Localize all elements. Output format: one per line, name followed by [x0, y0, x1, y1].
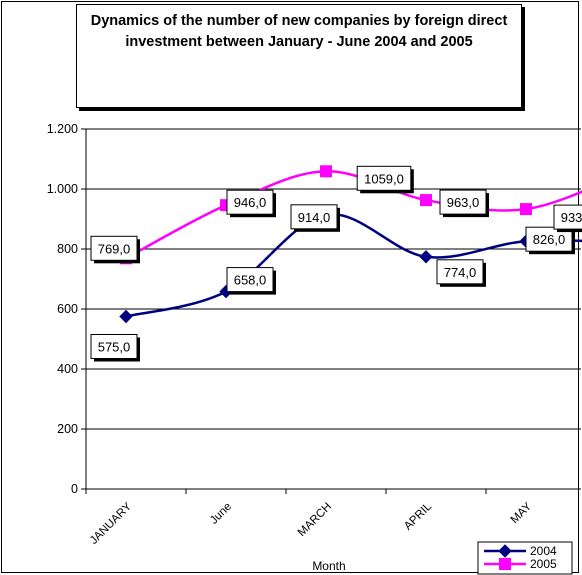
data-label-text: 774,0: [444, 265, 477, 280]
label-box: [90, 334, 138, 359]
legend-marker-2004: [498, 544, 512, 558]
legend-label-2005: 2005: [530, 557, 557, 571]
data-label-2004: 826,0: [525, 226, 575, 255]
data-label-text: 963,0: [447, 195, 480, 210]
data-label-text: 826,0: [533, 232, 566, 247]
data-label-text: 933,0: [561, 210, 582, 225]
data-label-text: 575,0: [98, 340, 131, 355]
label-box: [553, 204, 582, 230]
data-label-2004: 774,0: [436, 259, 486, 287]
label-box: [439, 189, 487, 215]
data-label-2005: 946,0: [226, 189, 276, 218]
data-label-text: 769,0: [98, 241, 131, 256]
data-label-text: 1059,0: [364, 171, 404, 186]
series-line-2005: [125, 170, 582, 260]
chart-title-box: Dynamics of the number of new companies …: [76, 4, 522, 108]
data-point-2005: [420, 194, 432, 207]
y-tick-label: 0: [71, 482, 78, 496]
x-tick-label: MARCH: [296, 501, 334, 539]
label-box: [436, 259, 484, 285]
label-box: [226, 189, 274, 215]
y-tick-label: 1.200: [47, 122, 78, 136]
legend-marker-2005: [499, 558, 511, 570]
y-tick-label: 1.000: [47, 182, 78, 196]
y-tick-label: 600: [57, 302, 78, 316]
x-tick-label: JANUARY: [88, 500, 135, 547]
data-point-2005: [320, 165, 332, 178]
label-box: [226, 267, 274, 293]
data-label-text: 914,0: [298, 210, 331, 225]
y-tick-label: 200: [57, 422, 78, 436]
x-tick-label: APRIL: [402, 500, 434, 532]
data-label-text: 658,0: [234, 273, 267, 288]
data-label-text: 946,0: [234, 195, 267, 210]
data-point-2004: [119, 309, 133, 324]
x-axis-title: Month: [312, 559, 345, 573]
data-point-2004: [419, 250, 433, 264]
data-label-2005: 1059,0: [356, 165, 414, 194]
legend-box: [477, 541, 573, 575]
y-tick-label: 400: [57, 362, 78, 376]
data-label-2005: 769,0: [90, 235, 140, 264]
label-box: [90, 235, 138, 261]
data-label-2004: 914,0: [290, 204, 340, 232]
data-label-2004: 575,0: [90, 334, 140, 362]
label-box: [356, 165, 412, 191]
y-tick-label: 800: [57, 242, 78, 256]
legend-label-2004: 2004: [530, 544, 557, 558]
data-label-2005: 933,0: [553, 204, 582, 233]
chart-title: Dynamics of the number of new companies …: [90, 13, 508, 50]
label-box: [290, 204, 338, 230]
x-tick-label: MAY: [509, 500, 535, 526]
data-label-2004: 658,0: [226, 267, 276, 295]
series-line-2004: [125, 213, 582, 318]
x-tick-label: June: [208, 501, 234, 527]
data-label-2005: 963,0: [439, 189, 489, 218]
data-point-2005: [520, 203, 532, 216]
